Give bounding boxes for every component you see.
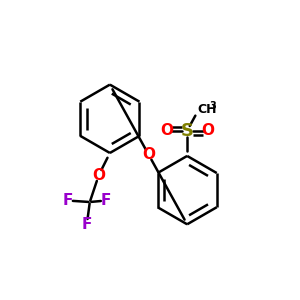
Text: F: F <box>62 193 73 208</box>
Text: O: O <box>92 168 105 183</box>
Text: 3: 3 <box>209 101 216 111</box>
Text: O: O <box>142 147 155 162</box>
Text: F: F <box>101 193 111 208</box>
Text: CH: CH <box>198 103 217 116</box>
Text: S: S <box>181 122 194 140</box>
Text: F: F <box>82 217 92 232</box>
Text: O: O <box>160 123 173 138</box>
Text: O: O <box>202 123 214 138</box>
